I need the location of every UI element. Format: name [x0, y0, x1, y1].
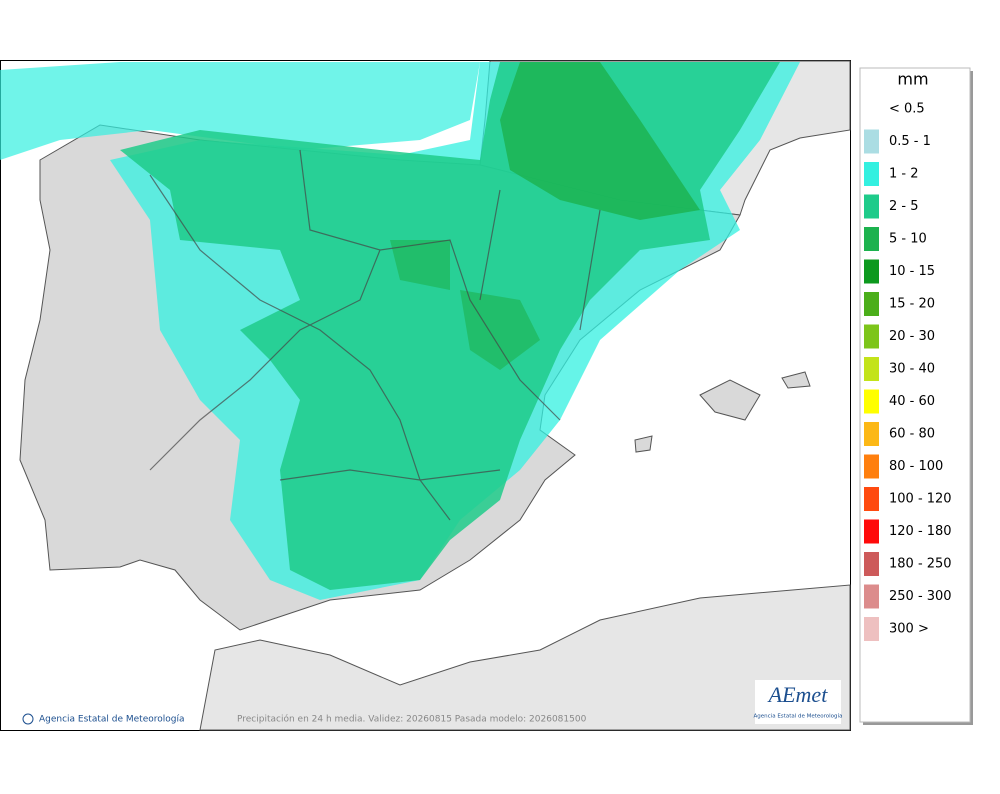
- land-africa: [199, 584, 851, 731]
- legend: mm < 0.5 0.5 - 1 1 - 2 2 - 5 5 - 10 10 - 15 15…: [859, 67, 973, 725]
- legend-swatch: [864, 617, 879, 641]
- logo-box: [755, 680, 841, 724]
- legend-swatch: [864, 97, 879, 121]
- legend-label: 10 - 15: [889, 264, 935, 279]
- legend-label: 300 >: [889, 622, 929, 637]
- legend-swatch: [864, 324, 879, 349]
- legend-label: 40 - 60: [889, 394, 935, 409]
- legend-swatch: [864, 519, 879, 544]
- legend-swatch: [864, 227, 879, 251]
- legend-label: 5 - 10: [889, 232, 927, 247]
- legend-label: 60 - 80: [889, 427, 935, 442]
- legend-label: 100 - 120: [889, 492, 952, 507]
- legend-swatch: [864, 129, 879, 154]
- legend-label: 15 - 20: [889, 297, 935, 312]
- legend-swatch: [864, 292, 879, 316]
- legend-label: 30 - 40: [889, 362, 935, 377]
- legend-label: 20 - 30: [889, 329, 935, 344]
- logo: AEmet Agencia Estatal de Meteorología: [754, 680, 843, 724]
- legend-label: 0.5 - 1: [889, 134, 931, 149]
- island: [781, 371, 811, 389]
- island: [634, 435, 653, 453]
- legend-swatch: [864, 162, 879, 186]
- caption: Precipitación en 24 h media. Validez: 20…: [237, 714, 587, 725]
- precip-area: [460, 290, 540, 370]
- legend-swatch: [864, 259, 879, 284]
- logo-subtitle: Agencia Estatal de Meteorología: [754, 713, 843, 720]
- legend-swatch: [864, 454, 879, 479]
- legend-unit: mm: [897, 70, 928, 89]
- precip-area: [0, 62, 480, 160]
- border: [149, 149, 601, 521]
- legend-swatch: [864, 487, 879, 511]
- legend-label: 250 - 300: [889, 589, 952, 604]
- copyright-icon: [22, 713, 34, 725]
- legend-label: 120 - 180: [889, 524, 952, 539]
- legend-swatch: [864, 389, 879, 414]
- agency-text: Agencia Estatal de Meteorología: [39, 715, 185, 725]
- legend-label: < 0.5: [889, 102, 925, 117]
- logo-name: AEmet: [767, 682, 829, 707]
- island: [699, 379, 761, 421]
- legend-label: 80 - 100: [889, 459, 943, 474]
- legend-label: 2 - 5: [889, 199, 919, 214]
- map: [0, 60, 851, 731]
- footer: Agencia Estatal de Meteorología Precipit…: [22, 713, 587, 725]
- legend-swatch: [864, 357, 879, 381]
- legend-swatch: [864, 552, 879, 576]
- legend-label: 180 - 250: [889, 557, 952, 572]
- precip-area: [500, 62, 700, 220]
- legend-label: 1 - 2: [889, 167, 919, 182]
- legend-swatch: [864, 194, 879, 219]
- legend-swatch: [864, 422, 879, 446]
- precip-area: [390, 240, 450, 290]
- legend-swatch: [864, 584, 879, 609]
